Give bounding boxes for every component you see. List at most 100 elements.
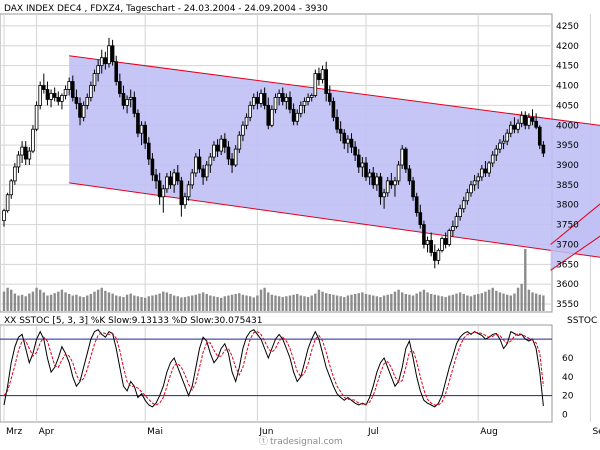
candle-body [313,73,318,96]
x-tick-label: Mrz [6,427,22,437]
volume-bar [241,294,245,311]
volume-bar [343,297,346,311]
candle-body [382,192,386,198]
volume-bar [509,295,512,311]
price-y-tick-label: 4150 [556,62,579,72]
volume-bar [28,293,31,311]
volume-bar [158,293,161,311]
candle-body [270,108,274,126]
volume-bar [357,293,360,311]
candle-body [241,124,245,136]
x-tick-label: Jun [258,427,273,437]
volume-bar [440,296,444,311]
volume-bar [238,293,241,311]
volume-bar [277,296,281,311]
volume-bar [172,295,176,311]
candle-body [299,104,303,114]
candle-body [255,97,260,104]
x-tick-label: Mai [147,427,163,437]
volume-bar [462,293,465,311]
volume-bar [274,295,277,311]
volume-bar [67,293,71,311]
volume-bar [382,295,386,311]
volume-bar [82,297,85,311]
volume-bar [35,287,38,311]
volume-bar [498,292,502,311]
price-y-tick-label: 3650 [556,260,579,270]
candle-body [175,172,180,182]
candle-body [38,85,42,106]
candle-body [400,148,404,166]
volume-bar [100,287,103,311]
volume-bar [57,291,60,311]
candle-body [338,128,343,134]
candle-body [179,180,184,206]
volume-bar [505,294,509,311]
candle-body [13,166,17,182]
candle-body [418,212,423,225]
candle-body [404,148,408,170]
candle-body [219,138,224,152]
volume-bar [42,292,46,311]
volume-bar [227,295,230,311]
volume-bar [422,289,426,311]
tradesignal-icon: ⓣ [259,436,268,447]
candle-body [204,164,209,178]
candle-body [414,196,419,214]
volume-bar [306,297,310,311]
candle-body [103,57,108,65]
price-y-tick-label: 3550 [556,300,579,310]
channel-line [550,203,600,245]
volume-bar [458,292,462,311]
candle-body [523,114,528,126]
candle-body [215,144,220,152]
candle-body [96,65,100,75]
volume-bar [129,293,132,311]
candle-body [331,101,336,118]
price-y-tick-label: 3750 [556,221,579,231]
candle-body [389,180,394,186]
candle-body [422,224,426,245]
price-y-tick-label: 3600 [556,280,579,290]
volume-bar [270,294,274,311]
candle-body [356,154,361,168]
price-y-tick-label: 4100 [556,82,579,92]
volume-bar [401,292,404,311]
stoch-panel-frame [0,324,553,423]
candle-body [56,97,61,102]
volume-bar [415,293,418,311]
stoch-lines [3,329,544,408]
candle-body [5,194,10,212]
channel-line [69,55,600,126]
volume-bar [234,293,237,311]
candle-body [378,176,383,198]
candle-body [324,69,328,94]
volume-bar [444,297,447,311]
volume-bar [263,287,266,311]
volume-bar [288,295,292,311]
candle-body [429,240,433,253]
volume-bar [60,289,64,311]
volume-bar [115,295,118,311]
candle-body [537,126,542,146]
candle-body [436,250,441,261]
volume-bar [10,289,13,311]
volume-bar [379,297,382,311]
candle-body [212,144,216,158]
volume-bar [162,291,165,311]
candle-body [157,180,162,198]
volume-bar [484,291,487,311]
candle-body [385,180,390,194]
candle-body [128,97,133,100]
volume-bar [350,294,353,311]
candle-body [201,168,205,178]
volume-bar [93,291,96,311]
candle-body [277,93,281,98]
volume-bar [433,294,436,311]
candle-body [154,174,158,182]
volume-bar [281,297,284,311]
volume-bar [187,296,190,311]
candle-body [81,104,86,118]
volume-bar [122,297,125,311]
volume-bars [2,249,545,311]
